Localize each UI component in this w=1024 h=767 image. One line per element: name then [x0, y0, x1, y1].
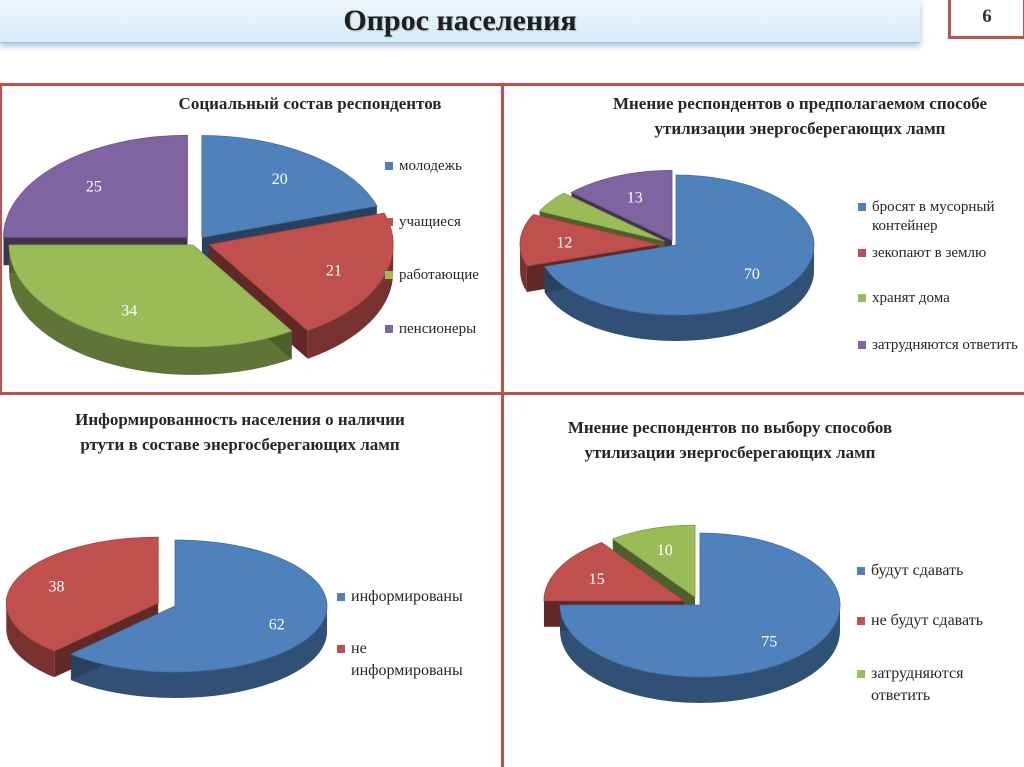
legend-swatch: [857, 670, 865, 678]
chart-1-value-label: 21: [326, 263, 342, 280]
legend-swatch: [858, 249, 866, 257]
legend-label: бросят в мусорный контейнер: [872, 199, 995, 234]
title-bar: [0, 0, 920, 43]
legend-label: учащиеся: [399, 214, 461, 230]
legend-swatch: [858, 294, 866, 302]
chart-4-slice-side: [560, 605, 840, 703]
chart-4-slice-1: [559, 532, 841, 678]
chart-1-slice-4: [3, 134, 188, 238]
chart-4-legend: будут сдавать не будут сдавать затрудняю…: [857, 560, 1022, 710]
chart-1-slice-side: [9, 244, 292, 375]
divider-top: [0, 83, 1024, 86]
legend-label: будут сдавать: [871, 562, 964, 579]
chart-3-value-label: 38: [49, 579, 65, 596]
chart-1-slice-2: [208, 212, 394, 332]
chart-2-slice-4: [570, 169, 673, 241]
chart-1-value-label: 34: [121, 302, 137, 319]
chart-2-value-label: 13: [627, 190, 643, 207]
legend-swatch: [337, 593, 345, 601]
chart-2-value-label: 70: [744, 266, 760, 283]
legend-label: пенсионеры: [399, 321, 477, 337]
chart-4-slice-3: [611, 524, 696, 598]
page-title: Опрос населения: [343, 4, 577, 37]
legend-label: информированы: [351, 588, 463, 605]
chart-4-value-label: 15: [589, 571, 605, 588]
legend-label: не информированы: [351, 640, 463, 679]
chart-2-pie: 70 12 13: [519, 169, 815, 342]
legend-swatch: [385, 218, 393, 226]
chart-4-value-label: 75: [761, 634, 777, 651]
chart-3-legend: информированы не информированы: [337, 586, 497, 686]
legend-swatch: [385, 325, 393, 333]
chart-3-slice-side: [6, 603, 55, 678]
chart-1-title: Социальный состав респондентов: [178, 94, 442, 113]
legend-swatch: [858, 341, 866, 349]
chart-3-value-label: 62: [269, 616, 285, 633]
chart-2-legend: бросят в мусорный контейнер зекопают в з…: [858, 198, 1018, 378]
legend-swatch: [858, 203, 866, 211]
legend-label: работающие: [399, 267, 479, 283]
chart-1-slice-side: [307, 244, 394, 359]
chart-2-slice-2: [519, 214, 659, 267]
chart-1-legend: молодежь учащиеся работающие пенсионеры: [385, 157, 555, 347]
chart-4-title: Мнение респондентов по выбору способов у…: [567, 418, 893, 462]
legend-label: не будут сдавать: [871, 612, 983, 629]
chart-1-value-label: 20: [272, 171, 288, 188]
divider-left-top: [0, 83, 2, 392]
legend-label: затрудняются ответить: [872, 337, 1018, 353]
divider-vertical: [501, 83, 504, 767]
page-number-box: 6: [948, 0, 1024, 39]
chart-2-slice-side: [544, 245, 814, 342]
legend-swatch: [385, 162, 393, 170]
chart-3-slice-2: [5, 536, 159, 652]
legend-label: молодежь: [399, 158, 462, 174]
chart-1-slice-1: [201, 135, 378, 238]
chart-2-value-label: 12: [556, 234, 572, 251]
chart-1-pie: 20 21 34 25: [3, 134, 394, 375]
legend-label: затрудняются ответить: [871, 665, 964, 704]
chart-4-slice-2: [543, 542, 686, 602]
chart-2-title: Мнение респондентов о предполагаемом спо…: [612, 94, 988, 138]
legend-swatch: [857, 567, 865, 575]
chart-4-value-label: 10: [657, 542, 673, 559]
chart-2-slice-3: [538, 192, 665, 242]
legend-swatch: [337, 645, 345, 653]
legend-swatch: [857, 617, 865, 625]
chart-1-value-label: 25: [86, 178, 102, 195]
chart-1-slice-3: [8, 244, 293, 348]
chart-3-slice-side: [70, 606, 327, 699]
chart-4-pie: 75 15 10: [543, 524, 841, 703]
chart-2-slice-1: [544, 174, 815, 316]
legend-label: хранят дома: [872, 290, 950, 306]
divider-middle: [0, 392, 1024, 395]
chart-3-pie: 62 38: [5, 536, 328, 699]
legend-swatch: [385, 271, 393, 279]
page-number: 6: [982, 6, 992, 27]
chart-3-title: Информированность населения о наличии рт…: [75, 410, 405, 454]
chart-3-slice-1: [69, 539, 328, 673]
legend-label: зекопают в землю: [872, 245, 987, 261]
